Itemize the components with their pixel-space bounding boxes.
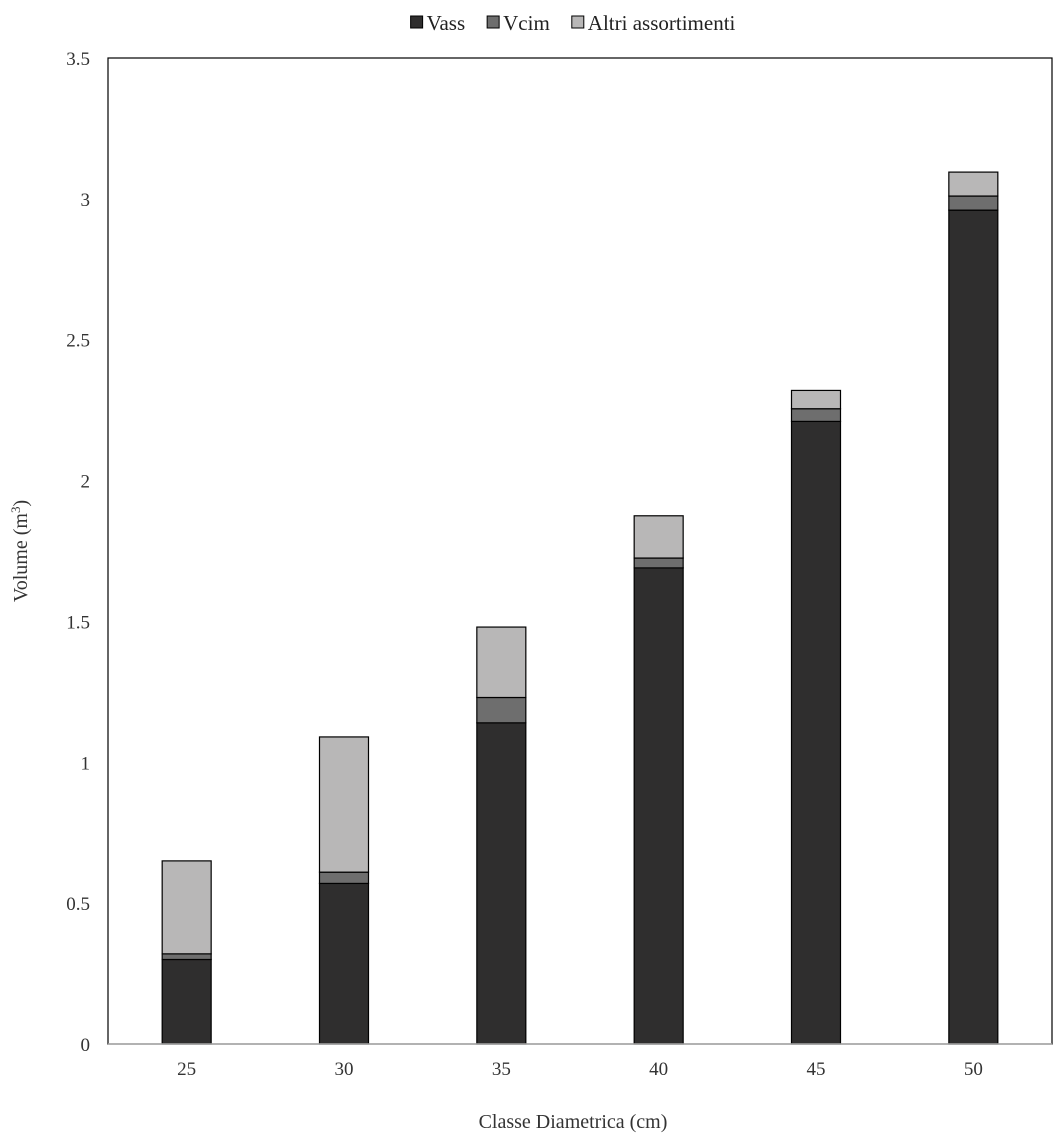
bar-altri-assortimenti-30	[318, 736, 370, 873]
x-tick-label: 45	[807, 1059, 826, 1080]
y-axis-title-superscript: 3	[8, 507, 23, 514]
y-tick-label: 3.5	[66, 49, 90, 70]
x-tick-label: 40	[649, 1059, 668, 1080]
bar-altri-assortimenti-45	[790, 389, 842, 410]
bar-vcim-50	[948, 195, 999, 211]
y-axis-title: Volume (m3)	[8, 500, 32, 602]
y-tick-label: 1.5	[66, 612, 90, 633]
x-tick-label: 30	[335, 1059, 354, 1080]
bar-altri-assortimenti-40	[633, 515, 684, 559]
legend-label: Vcim	[503, 11, 550, 35]
legend-swatch	[486, 15, 500, 29]
bar-vass-50	[948, 209, 999, 1045]
legend-label: Vass	[427, 11, 466, 35]
bar-vass-35	[476, 722, 527, 1045]
bar-vcim-25	[161, 953, 212, 961]
x-tick-label: 35	[492, 1059, 511, 1080]
bar-vcim-45	[790, 408, 842, 423]
x-tick-label: 50	[964, 1059, 983, 1080]
bar-altri-assortimenti-25	[161, 860, 212, 955]
legend-item-altri-assortimenti: Altri assortimenti	[571, 11, 736, 35]
bar-altri-assortimenti-35	[476, 626, 527, 699]
y-tick-label: 1	[81, 753, 91, 774]
y-axis-title-close: )	[10, 500, 32, 507]
plot-area-frame	[107, 57, 1053, 1045]
x-tick-label: 25	[177, 1059, 196, 1080]
y-tick-label: 3	[81, 190, 91, 211]
bar-vcim-35	[476, 696, 527, 724]
legend-swatch	[410, 15, 424, 29]
y-tick-label: 0.5	[66, 894, 90, 915]
y-tick-label: 2	[81, 472, 91, 493]
bar-vcim-40	[633, 557, 684, 569]
bar-vass-45	[790, 420, 842, 1045]
y-axis-ticks: 0 0.5 1 1.5 2 2.5 3 3.5	[66, 49, 90, 1056]
x-axis-title: Classe Diametrica (cm)	[479, 1111, 668, 1133]
legend: Vass Vcim Altri assortimenti	[410, 11, 736, 35]
bar-vass-25	[161, 958, 212, 1045]
bar-vcim-30	[318, 871, 370, 885]
legend-item-vcim: Vcim	[486, 11, 550, 35]
bar-vass-40	[633, 567, 684, 1045]
bar-vass-30	[318, 882, 370, 1045]
y-tick-label: 2.5	[66, 331, 90, 352]
legend-swatch	[571, 15, 585, 29]
bars	[161, 171, 999, 1045]
legend-item-vass: Vass	[410, 11, 466, 35]
y-tick-label: 0	[81, 1035, 91, 1056]
x-axis-ticks: 25 30 35 40 45 50	[177, 1059, 983, 1080]
y-axis-title-main: Volume (m	[10, 513, 32, 603]
bar-altri-assortimenti-50	[948, 171, 999, 197]
legend-label: Altri assortimenti	[588, 11, 736, 35]
